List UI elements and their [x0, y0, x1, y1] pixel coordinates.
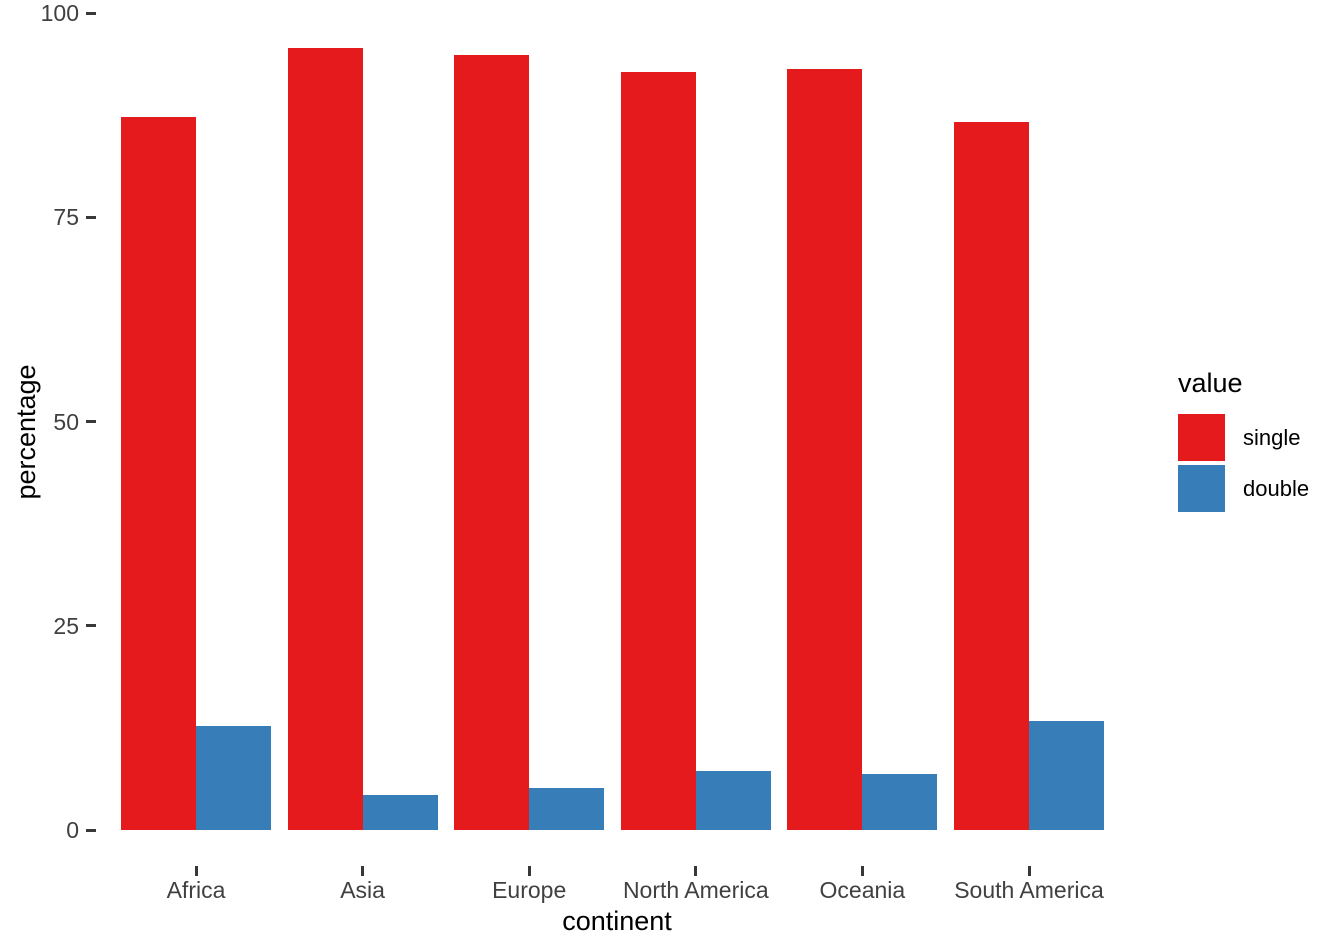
bar-double-south-america: [1029, 721, 1104, 830]
y-tick-mark-50: [86, 420, 96, 423]
legend-label-double: double: [1243, 475, 1310, 501]
legend-label-single: single: [1243, 424, 1301, 450]
y-tick-label-50: 50: [53, 408, 79, 435]
y-tick-label-0: 0: [66, 817, 79, 843]
legend-items: single double: [1178, 414, 1309, 512]
y-tick-mark-0: [86, 828, 96, 832]
y-tick-mark-25: [86, 624, 96, 628]
x-tick-label-asia: Asia: [340, 877, 385, 903]
y-tick-label-100: 100: [40, 0, 79, 26]
x-axis-title: continent: [562, 906, 672, 936]
y-tick-mark-75: [86, 215, 96, 219]
x-tick-label-oceania: Oceania: [819, 877, 906, 903]
x-tick-label-north-america: North America: [622, 877, 769, 903]
legend-item-double: double: [1178, 465, 1309, 512]
bar-double-north-america: [695, 771, 771, 830]
y-tick-label-75: 75: [53, 204, 79, 231]
x-tick-label-south-america: South America: [954, 877, 1104, 903]
bar-double-asia: [362, 794, 438, 830]
y-tick-label-25: 25: [53, 612, 79, 639]
bar-single-north-america: [620, 71, 696, 830]
legend-swatch-single: [1178, 414, 1225, 461]
x-tick-mark-europe: [527, 866, 531, 876]
x-tick-mark-oceania: [860, 866, 864, 876]
legend-title: value: [1178, 368, 1243, 398]
legend-swatch-double: [1178, 465, 1225, 512]
legend-item-single: single: [1178, 414, 1309, 461]
x-tick-mark-asia: [361, 866, 365, 876]
bar-single-europe: [454, 54, 530, 830]
bar-double-oceania: [862, 773, 938, 830]
bar-single-africa: [121, 116, 196, 830]
bar-single-south-america: [954, 121, 1029, 830]
bar-double-africa: [196, 726, 271, 830]
x-tick-mark-africa: [194, 866, 198, 876]
bar-single-oceania: [787, 69, 863, 830]
x-tick-label-europe: Europe: [492, 877, 567, 903]
y-tick-mark-100: [86, 11, 96, 15]
x-tick-label-africa: Africa: [166, 877, 226, 903]
x-tick-mark-north-america: [694, 866, 698, 876]
bar-double-europe: [529, 788, 605, 830]
bar-single-asia: [287, 48, 363, 830]
legend: value single double: [1178, 368, 1309, 512]
x-tick-mark-south-america: [1027, 866, 1031, 876]
